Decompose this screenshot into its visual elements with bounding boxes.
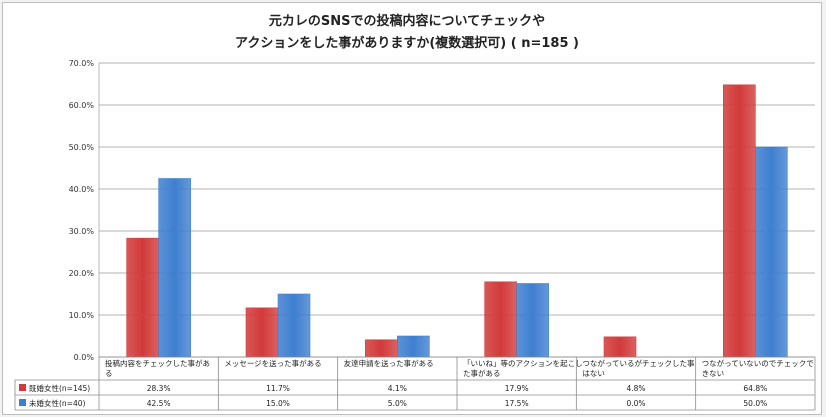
legend-label: 既婚女性(n=145) — [29, 383, 90, 393]
y-tick-label: 60.0% — [69, 101, 95, 110]
bar-married-1 — [245, 307, 279, 358]
category-label: 「いいね」等のアクションを起こし — [463, 358, 583, 368]
chart-title-line2: アクションをした事がありますか(複数選択可) ( n=185 ) — [235, 35, 579, 51]
data-label: 15.0% — [266, 399, 290, 408]
category-label: た事がある — [463, 368, 501, 378]
y-tick-label: 40.0% — [69, 185, 95, 194]
bar-single-0 — [158, 178, 191, 358]
category-label: 友達申請を送った事がある — [344, 358, 434, 368]
bar-single-5 — [755, 146, 788, 358]
category-label: つながっていないのでチェックで — [702, 358, 814, 368]
data-label: 4.1% — [388, 384, 407, 393]
bar-married-4 — [603, 336, 637, 358]
y-axis-ticks: 0.0% 10.0% 20.0% 30.0% 40.0% 50.0% 60.0% 70.0% — [69, 59, 95, 362]
category-label: つながっているがチェックした事 — [582, 358, 695, 368]
data-label: 5.0% — [388, 399, 407, 408]
data-label: 28.3% — [147, 384, 171, 393]
y-tick-label: 10.0% — [69, 311, 95, 320]
category-label: メッセージを送った事がある — [224, 358, 321, 368]
data-label: 11.7% — [266, 384, 290, 393]
bar-single-3 — [516, 283, 549, 358]
chart-title-line1: 元カレのSNSでの投稿内容についてチェックや — [269, 13, 545, 29]
legend-swatch — [19, 399, 26, 406]
data-label: 42.5% — [147, 399, 171, 408]
bar-married-5 — [723, 84, 756, 358]
category-label: 投稿内容をチェックした事があ — [105, 358, 210, 368]
bar-chart: 元カレのSNSでの投稿内容についてチェックや アクションをした事がありますか(複… — [14, 13, 816, 411]
category-label: きない — [702, 369, 725, 378]
y-tick-label: 70.0% — [69, 59, 95, 68]
category-label: る — [105, 369, 113, 378]
data-label: 17.5% — [505, 399, 529, 408]
bars — [126, 84, 788, 358]
bar-single-1 — [277, 293, 311, 358]
legend-label: 未婚女性(n=40) — [29, 398, 86, 408]
data-label: 50.0% — [743, 399, 767, 408]
category-label: はない — [582, 369, 605, 378]
data-label: 64.8% — [743, 384, 767, 393]
y-tick-label: 50.0% — [69, 143, 95, 152]
gridlines — [98, 62, 815, 358]
legend-swatch — [19, 384, 26, 391]
data-label: 17.9% — [505, 384, 529, 393]
bar-married-0 — [126, 237, 159, 358]
bar-married-2 — [365, 339, 398, 358]
bar-single-2 — [397, 335, 430, 358]
y-tick-label: 0.0% — [74, 353, 95, 362]
y-tick-label: 20.0% — [69, 269, 95, 278]
data-label: 4.8% — [626, 384, 645, 393]
bar-married-3 — [484, 281, 517, 358]
data-label: 0.0% — [626, 399, 645, 408]
y-tick-label: 30.0% — [69, 227, 95, 236]
